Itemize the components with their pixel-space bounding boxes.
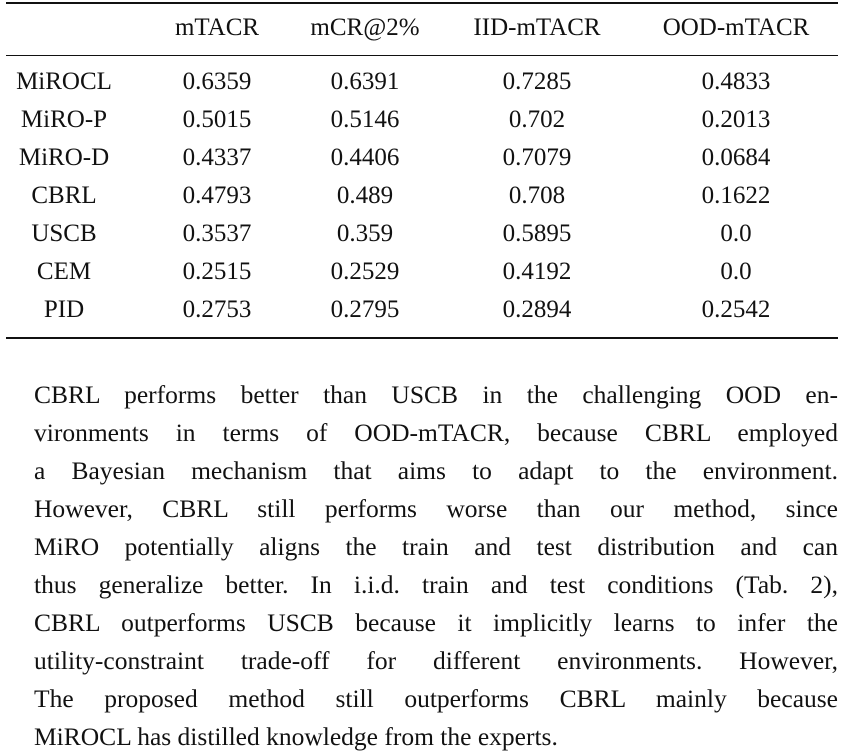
metric-value: 0.2529	[330, 258, 400, 285]
metric-value: 0.4406	[330, 144, 400, 171]
metric-value: 0.0	[720, 258, 752, 285]
metric-value: 0.7079	[502, 144, 572, 171]
paragraph-line: a Bayesian mechanism that aims to adapt …	[34, 456, 838, 485]
method-name: PID	[43, 296, 85, 323]
metric-value: 0.359	[336, 220, 394, 247]
method-name: MiRO-D	[18, 144, 110, 171]
metric-value: 0.702	[508, 106, 566, 133]
method-name: MiRO-P	[20, 106, 108, 133]
paragraph-line: utility-constraint trade-off for differe…	[34, 646, 838, 675]
metric-value: 0.2753	[182, 296, 252, 323]
method-name: CEM	[36, 258, 92, 285]
metric-value: 0.7285	[502, 68, 572, 95]
metric-value: 0.2542	[701, 296, 771, 323]
metric-value: 0.4337	[182, 144, 252, 171]
paragraph-line: However, CBRL still performs worse than …	[34, 494, 838, 523]
paragraph-line: CBRL outperforms USCB because it implici…	[34, 608, 838, 637]
header-iid-mtacr: IID-mTACR	[473, 14, 601, 41]
method-name: MiROCL	[16, 68, 112, 95]
metric-value: 0.2013	[701, 106, 771, 133]
paragraph-line: MiROCL has distilled knowledge from the …	[34, 722, 558, 751]
table-bottom-rule	[6, 337, 838, 339]
metric-value: 0.5146	[330, 106, 400, 133]
metric-value: 0.0684	[701, 144, 771, 171]
metric-value: 0.489	[336, 182, 394, 209]
method-name: USCB	[31, 220, 97, 247]
paragraph-line: The proposed method still outperforms CB…	[34, 684, 838, 713]
metric-value: 0.2515	[182, 258, 252, 285]
metric-value: 0.2795	[330, 296, 400, 323]
metric-value: 0.6359	[182, 68, 252, 95]
paragraph-line: vironments in terms of OOD-mTACR, becaus…	[34, 418, 838, 447]
metric-value: 0.4793	[182, 182, 252, 209]
table-header-rule	[6, 55, 838, 56]
paragraph-line: MiRO potentially aligns the train and te…	[34, 532, 838, 561]
table-top-rule	[6, 2, 838, 4]
metric-value: 0.5895	[502, 220, 572, 247]
method-name: CBRL	[31, 182, 97, 209]
metric-value: 0.5015	[182, 106, 252, 133]
metric-value: 0.4192	[502, 258, 572, 285]
metric-value: 0.3537	[182, 220, 252, 247]
metric-value: 0.4833	[701, 68, 771, 95]
paragraph-line: CBRL performs better than USCB in the ch…	[34, 380, 838, 409]
metric-value: 0.1622	[701, 182, 771, 209]
metric-value: 0.2894	[502, 296, 572, 323]
metric-value: 0.708	[508, 182, 566, 209]
header-mcr-2pct: mCR@2%	[310, 14, 420, 41]
metric-value: 0.6391	[330, 68, 400, 95]
header-ood-mtacr: OOD-mTACR	[662, 14, 810, 41]
metric-value: 0.0	[720, 220, 752, 247]
header-mtacr: mTACR	[174, 14, 260, 41]
body-paragraph: CBRL performs better than USCB in the ch…	[34, 376, 838, 756]
paragraph-line: thus generalize better. In i.i.d. train …	[34, 570, 838, 599]
